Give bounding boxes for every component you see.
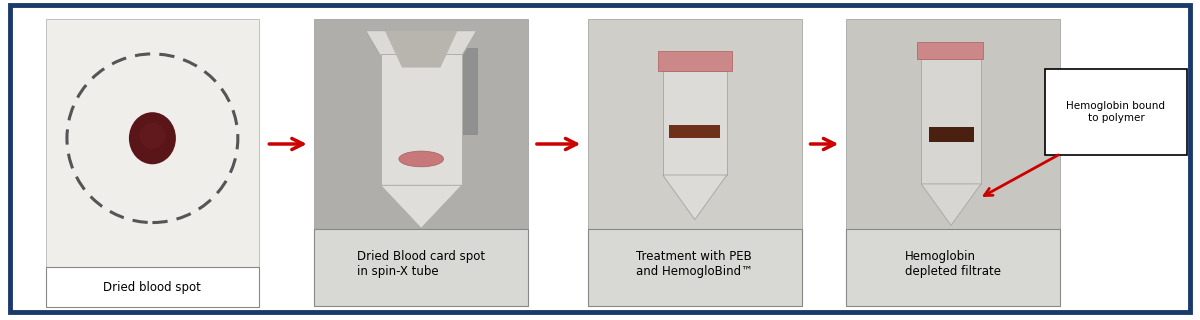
FancyBboxPatch shape (46, 267, 259, 307)
FancyBboxPatch shape (380, 53, 462, 185)
Ellipse shape (398, 151, 444, 167)
FancyBboxPatch shape (929, 127, 973, 142)
FancyBboxPatch shape (922, 59, 980, 184)
FancyBboxPatch shape (670, 125, 720, 138)
FancyBboxPatch shape (846, 229, 1060, 306)
FancyBboxPatch shape (658, 51, 732, 71)
Polygon shape (662, 175, 727, 220)
FancyBboxPatch shape (917, 42, 983, 59)
Text: Treatment with PEB
and HemogloBind™: Treatment with PEB and HemogloBind™ (636, 250, 754, 278)
FancyBboxPatch shape (662, 71, 727, 175)
FancyBboxPatch shape (46, 19, 259, 267)
FancyBboxPatch shape (588, 229, 802, 306)
FancyBboxPatch shape (1045, 69, 1187, 155)
Text: Dried Blood card spot
in spin-X tube: Dried Blood card spot in spin-X tube (358, 250, 485, 278)
FancyBboxPatch shape (846, 19, 1060, 306)
Ellipse shape (139, 123, 166, 149)
Text: Hemoglobin bound
to polymer: Hemoglobin bound to polymer (1067, 101, 1165, 123)
FancyBboxPatch shape (588, 19, 802, 306)
Ellipse shape (128, 112, 176, 164)
FancyBboxPatch shape (430, 48, 476, 134)
FancyBboxPatch shape (314, 229, 528, 306)
Text: Dried blood spot: Dried blood spot (103, 281, 202, 294)
Polygon shape (380, 185, 462, 228)
Text: Hemoglobin
depleted filtrate: Hemoglobin depleted filtrate (905, 250, 1001, 278)
Polygon shape (385, 31, 457, 68)
Polygon shape (922, 184, 980, 225)
Polygon shape (366, 31, 476, 71)
FancyBboxPatch shape (314, 19, 528, 306)
